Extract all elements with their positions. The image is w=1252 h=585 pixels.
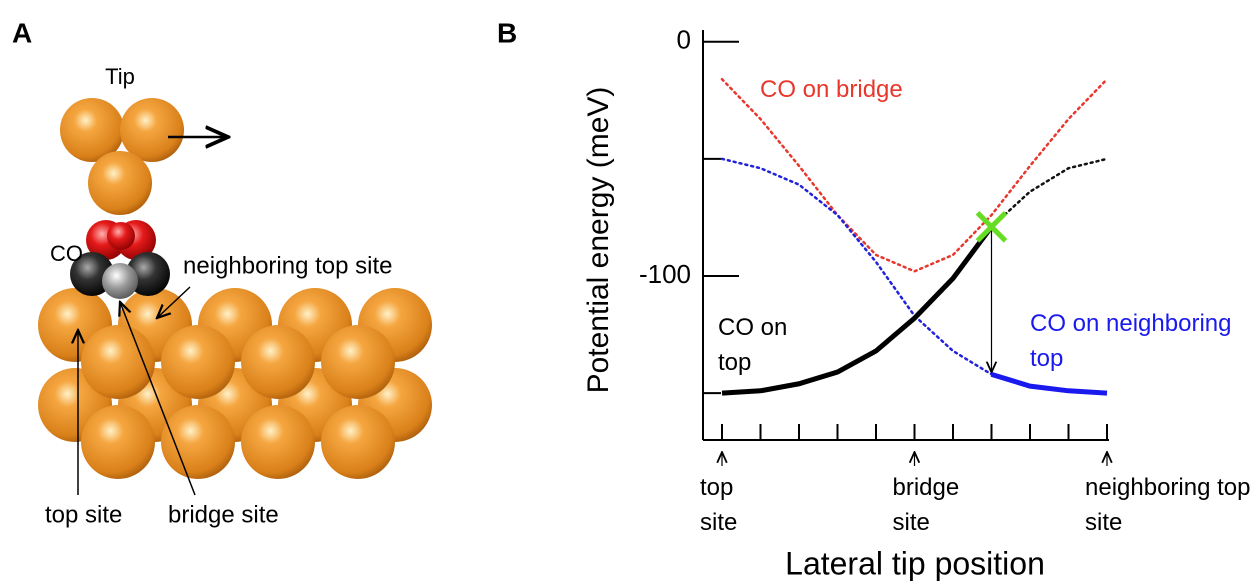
diagram-label: top site [45, 501, 122, 528]
figure: A B Tip CO neighboring top site top site… [0, 0, 1252, 585]
diagram-label: CO [50, 241, 83, 266]
x-axis-label: Lateral tip position [785, 545, 1045, 581]
series-label: CO on top [718, 310, 808, 380]
y-tick-label: 0 [677, 25, 691, 55]
y-tick-label: -100 [639, 259, 691, 289]
co-molecule [70, 220, 170, 299]
panel-label: B [497, 17, 517, 48]
x-tick-label: neighboring top site [1085, 470, 1252, 540]
series-label: CO on neighboring top [1030, 306, 1250, 376]
figure-canvas: A B Tip CO neighboring top site top site… [0, 0, 1252, 585]
surface-atoms [38, 288, 432, 479]
diagram-label: bridge site [168, 501, 279, 528]
series-line [992, 374, 1108, 393]
diagram-label: neighboring top site [183, 252, 392, 279]
panel-label: A [12, 17, 32, 48]
series-label: CO on bridge [760, 72, 960, 107]
x-tick-label: top site [700, 470, 760, 540]
y-axis-label: Potential energy (meV) [582, 87, 615, 394]
diagram-label: Tip [105, 64, 135, 89]
x-tick-label: bridge site [893, 470, 993, 540]
tip-atoms [60, 98, 228, 215]
